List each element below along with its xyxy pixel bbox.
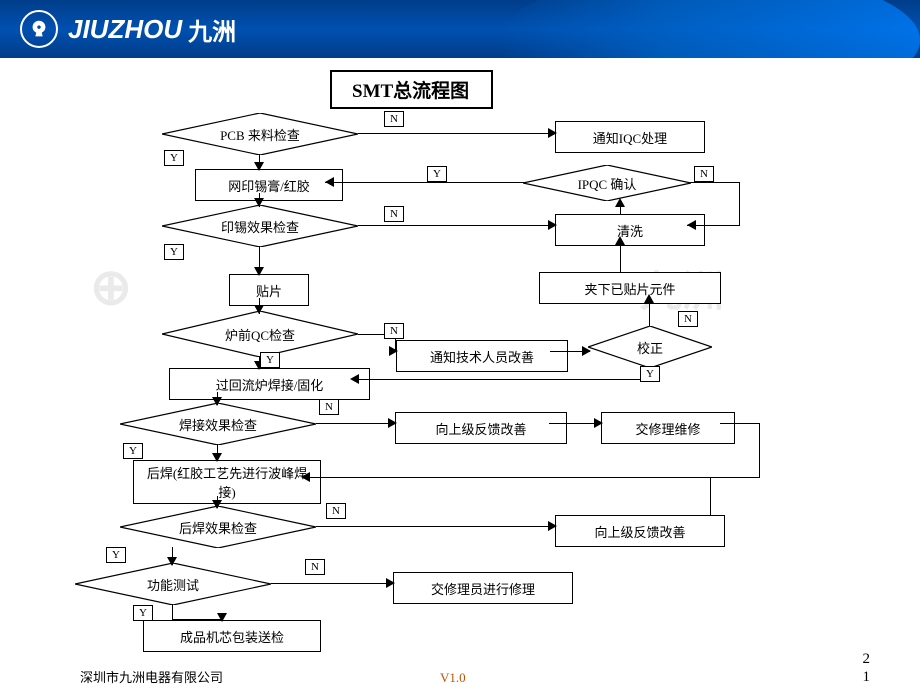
edge bbox=[271, 583, 393, 584]
edge bbox=[358, 225, 555, 226]
label-pcb_y: Y bbox=[164, 150, 184, 166]
arrow-head bbox=[350, 374, 359, 384]
label-solder_y: Y bbox=[123, 443, 143, 459]
edge bbox=[325, 182, 525, 183]
node-repair1: 交修理维修 bbox=[601, 412, 735, 444]
node-mount: 贴片 bbox=[229, 274, 309, 306]
arrow-head bbox=[254, 305, 264, 314]
label-print_y: Y bbox=[164, 244, 184, 260]
label-ipqc_n: N bbox=[694, 166, 714, 182]
arrow-head bbox=[254, 267, 264, 276]
node-notify_tech: 通知技术人员改善 bbox=[396, 340, 568, 372]
label-cal_n: N bbox=[678, 311, 698, 327]
node-post_solder: 后焊(红胶工艺先进行波峰焊接) bbox=[133, 460, 321, 504]
node-pcb_check: PCB 来料检查 bbox=[162, 113, 358, 155]
page-num-b: 1 bbox=[863, 669, 871, 685]
arrow-head bbox=[254, 198, 264, 207]
logo-icon bbox=[20, 10, 58, 48]
node-print_paste: 网印锡膏/红胶 bbox=[195, 169, 343, 201]
edge bbox=[303, 477, 760, 478]
edge bbox=[710, 477, 711, 516]
node-print_check: 印锡效果检查 bbox=[162, 205, 358, 247]
logo-text-cn: 九洲 bbox=[188, 12, 236, 47]
edge bbox=[316, 423, 395, 424]
arrow-head bbox=[212, 397, 222, 406]
node-pre_qc: 炉前QC检查 bbox=[162, 311, 358, 357]
edge bbox=[358, 133, 555, 134]
edge bbox=[759, 423, 760, 478]
edge bbox=[316, 526, 555, 527]
label-func_n: N bbox=[305, 559, 325, 575]
node-notify_iqc: 通知IQC处理 bbox=[555, 121, 705, 153]
arrow-head bbox=[254, 162, 264, 171]
arrow-head bbox=[582, 346, 591, 356]
node-calibrate: 校正 bbox=[588, 326, 712, 368]
arrow-head bbox=[212, 453, 222, 462]
arrow-head bbox=[325, 177, 334, 187]
watermark: ⊕ bbox=[90, 258, 132, 316]
header-bar: JIUZHOU 九洲 bbox=[0, 0, 920, 58]
node-feedback1: 向上级反馈改善 bbox=[395, 412, 567, 444]
label-pcb_n: N bbox=[384, 111, 404, 127]
arrow-head bbox=[548, 521, 557, 531]
label-post_n: N bbox=[326, 503, 346, 519]
arrow-head bbox=[644, 294, 654, 303]
node-reflow: 过回流炉焊接/固化 bbox=[169, 368, 370, 400]
arrow-head bbox=[301, 472, 310, 482]
label-post_y: Y bbox=[106, 547, 126, 563]
label-solder_n: N bbox=[319, 399, 339, 415]
label-preqc_n: N bbox=[384, 323, 404, 339]
arrow-head bbox=[167, 557, 177, 566]
edge bbox=[352, 379, 650, 380]
edge bbox=[172, 619, 222, 620]
edge bbox=[690, 182, 740, 183]
arrow-head bbox=[212, 500, 222, 509]
node-post_check: 后焊效果检查 bbox=[120, 506, 316, 548]
edge bbox=[739, 182, 740, 226]
arrow-head bbox=[389, 346, 398, 356]
footer-page: 2 1 bbox=[863, 650, 871, 686]
page-num-a: 2 bbox=[863, 651, 871, 667]
arrow-head bbox=[548, 128, 557, 138]
label-preqc_y: Y bbox=[260, 352, 280, 368]
arrow-head bbox=[386, 578, 395, 588]
node-clean: 清洗 bbox=[555, 214, 705, 246]
label-print_n: N bbox=[384, 206, 404, 222]
edge bbox=[720, 423, 760, 424]
flowchart-canvas: ⊕ 九洲 SMT总流程图 PCB 来料检查通知IQC处理网印锡膏/红胶IPQC … bbox=[0, 58, 920, 690]
edge bbox=[172, 604, 173, 620]
footer-version: V1.0 bbox=[440, 670, 466, 686]
logo-text-roman: JIUZHOU bbox=[68, 14, 182, 45]
arrow-head bbox=[687, 220, 696, 230]
label-ipqc_y: Y bbox=[427, 166, 447, 182]
arrow-head bbox=[594, 418, 603, 428]
label-func_y: Y bbox=[133, 605, 153, 621]
footer-company: 深圳市九洲电器有限公司 bbox=[80, 667, 223, 686]
node-feedback2: 向上级反馈改善 bbox=[555, 515, 725, 547]
label-cal_y: Y bbox=[640, 366, 660, 382]
arrow-head bbox=[388, 418, 397, 428]
node-func_test: 功能测试 bbox=[75, 563, 271, 605]
node-ipqc: IPQC 确认 bbox=[523, 165, 691, 201]
arrow-head bbox=[217, 613, 227, 622]
page-title: SMT总流程图 bbox=[330, 70, 493, 109]
node-pack: 成品机芯包装送检 bbox=[143, 620, 321, 652]
arrow-head bbox=[548, 220, 557, 230]
arrow-head bbox=[615, 198, 625, 207]
node-clamp: 夹下已贴片元件 bbox=[539, 272, 721, 304]
node-solder_check: 焊接效果检查 bbox=[120, 403, 316, 445]
arrow-head bbox=[615, 236, 625, 245]
node-repair2: 交修理员进行修理 bbox=[393, 572, 573, 604]
